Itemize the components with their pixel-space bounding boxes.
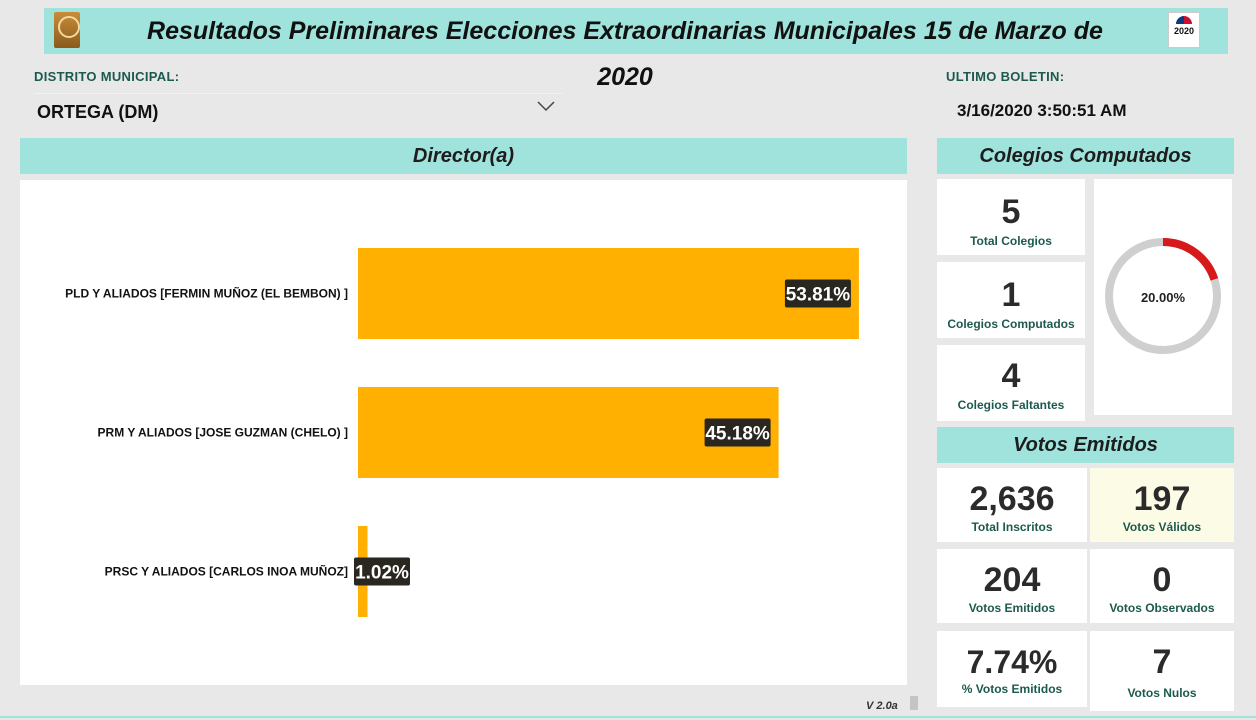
votos-observados-card: 0 Votos Observados [1090,549,1234,623]
votos-emitidos-card: 204 Votos Emitidos [937,549,1087,623]
header-band [44,8,1228,54]
chart-data-label-bg [354,557,410,586]
colegios-faltantes-caption: Colegios Faltantes [957,398,1065,412]
bottom-border [0,716,1256,718]
colegios-gauge: 20.00% [1094,179,1232,415]
votos-emitidos-caption: Votos Emitidos [968,601,1056,615]
gauge-ring [1105,238,1221,354]
chart-bar [358,248,859,339]
results-chart-svg: PLD Y ALIADOS [FERMIN MUÑOZ (EL BEMBON) … [65,248,859,617]
total-colegios-value: 5 [1001,193,1021,231]
votos-emitidos-value: 204 [983,561,1041,599]
porcentaje-votos-caption: % Votos Emitidos [961,682,1063,696]
chart-data-label-bg [704,418,771,447]
colegios-computados-value: 1 [1001,276,1021,314]
chart-data-label-bg [784,279,851,308]
votos-validos-value: 197 [1133,480,1191,518]
director-heading: Director(a) [20,138,907,174]
district-divider [34,93,562,94]
total-inscritos-caption: Total Inscritos [971,520,1053,534]
porcentaje-votos-card: 7.74% % Votos Emitidos [937,631,1087,707]
chart-category-label: PLD Y ALIADOS [FERMIN MUÑOZ (EL BEMBON) … [65,286,348,301]
total-colegios-card: 5 Total Colegios [937,179,1085,255]
votos-observados-caption: Votos Observados [1109,601,1215,615]
colegios-faltantes-value: 4 [1001,357,1021,395]
elecciones-2020-logo-icon: 2020 [1168,12,1200,48]
total-inscritos-card: 2,636 Total Inscritos [937,468,1087,542]
boletin-timestamp: 3/16/2020 3:50:51 AM [957,101,1127,120]
version-label: V 2.0a [866,700,898,712]
page-title: Resultados Preliminares Elecciones Extra… [147,17,1103,91]
total-inscritos-value: 2,636 [969,480,1055,518]
gauge-percent-label: 20.00% [1140,290,1186,305]
district-select-value[interactable]: ORTEGA (DM) [37,102,159,122]
colegios-heading: Colegios Computados [937,138,1234,174]
chart-category-label: PRM Y ALIADOS [JOSE GUZMAN (CHELO) ] [98,426,348,440]
chart-category-label: PRSC Y ALIADOS [CARLOS INOA MUÑOZ] [105,564,348,579]
chart-data-label: 1.02% [355,563,409,584]
header-bar: Resultados Preliminares Elecciones Extra… [0,0,1256,91]
porcentaje-votos-value: 7.74% [966,644,1058,680]
votos-validos-caption: Votos Válidos [1122,520,1202,534]
boletin-label: ULTIMO BOLETIN: [946,69,1065,84]
votos-heading: Votos Emitidos [937,427,1234,463]
votos-nulos-caption: Votos Nulos [1127,686,1197,700]
jce-logo-icon [54,12,80,48]
colegios-faltantes-card: 4 Colegios Faltantes [937,345,1085,421]
votos-nulos-value: 7 [1152,643,1172,681]
votos-validos-card: 197 Votos Válidos [1090,468,1234,542]
chevron-down-icon[interactable] [537,100,555,112]
chart-data-label: 45.18% [705,424,770,445]
chart-data-label: 53.81% [786,285,851,306]
scrollbar-stub[interactable] [910,696,918,710]
gauge-fill-arc [1105,238,1221,354]
votos-observados-value: 0 [1152,561,1172,599]
total-colegios-caption: Total Colegios [970,234,1052,248]
results-chart: PLD Y ALIADOS [FERMIN MUÑOZ (EL BEMBON) … [20,180,907,685]
district-label: DISTRITO MUNICIPAL: [34,69,180,84]
colegios-computados-caption: Colegios Computados [947,317,1075,331]
votos-nulos-card: 7 Votos Nulos [1090,631,1234,711]
colegios-computados-card: 1 Colegios Computados [937,262,1085,338]
